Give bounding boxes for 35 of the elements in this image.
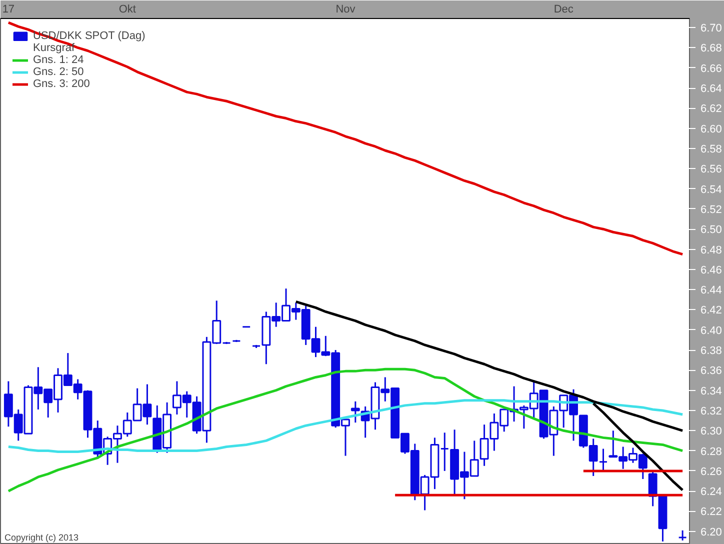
legend-label: Gns. 1: 24 xyxy=(33,54,84,66)
y-tick-label: 6.58 xyxy=(700,143,722,156)
y-tick-label: 6.28 xyxy=(700,446,722,458)
x-tick-label: Nov xyxy=(336,4,356,16)
y-tick-label: 6.20 xyxy=(700,526,722,538)
y-tick-label: 6.46 xyxy=(700,264,722,276)
x-tick-label: 17 xyxy=(2,4,15,16)
y-tick-label: 6.44 xyxy=(700,284,722,297)
y-tick-label: 6.52 xyxy=(700,204,722,216)
x-tick-label: Okt xyxy=(118,4,136,16)
legend-label: Gns. 3: 200 xyxy=(33,78,90,90)
y-tick-label: 6.70 xyxy=(700,22,722,35)
y-tick-label: 6.50 xyxy=(700,224,722,236)
y-tick-label: 6.42 xyxy=(700,304,722,317)
y-tick-label: 6.68 xyxy=(700,42,722,55)
y-tick-label: 6.66 xyxy=(700,62,722,75)
y-tick-label: 6.26 xyxy=(700,466,722,478)
y-tick-label: 6.22 xyxy=(700,506,722,518)
y-tick-label: 6.56 xyxy=(700,164,722,176)
y-tick-label: 6.40 xyxy=(700,324,722,337)
y-tick-label: 6.34 xyxy=(700,385,722,398)
y-tick-label: 6.24 xyxy=(700,486,722,498)
y-tick-label: 6.48 xyxy=(700,244,722,256)
y-tick-label: 6.38 xyxy=(700,345,722,358)
legend-label: Gns. 2: 50 xyxy=(33,66,84,78)
y-tick-label: 6.62 xyxy=(700,103,722,116)
y-tick-label: 6.60 xyxy=(700,123,722,136)
y-tick-label: 6.54 xyxy=(700,184,722,196)
y-tick-label: 6.64 xyxy=(700,83,722,96)
legend-title: Kursgraf xyxy=(33,42,75,54)
annotation: Copyright (c) 2013 xyxy=(4,532,79,542)
x-tick-label: Dec xyxy=(554,4,574,16)
y-tick-label: 6.32 xyxy=(700,405,722,418)
y-tick-label: 6.36 xyxy=(700,365,722,378)
y-tick-label: 6.30 xyxy=(700,426,722,438)
